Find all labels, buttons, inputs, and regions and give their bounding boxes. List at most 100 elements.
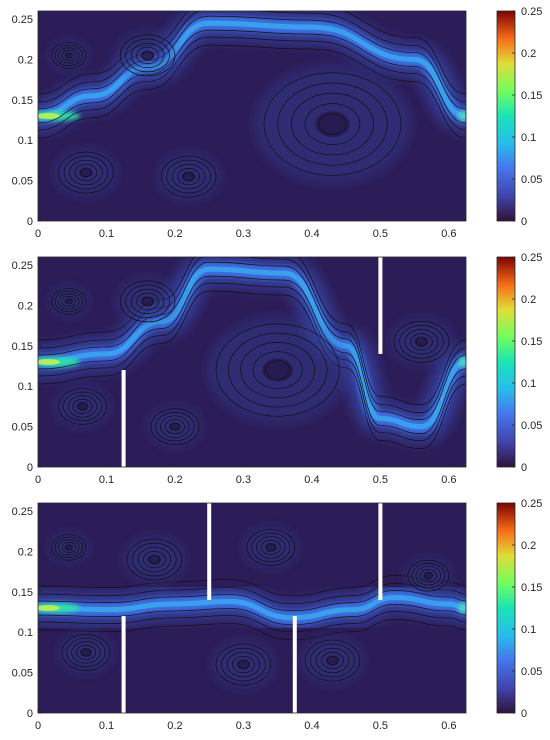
streamline — [136, 46, 159, 64]
baffle — [121, 616, 126, 713]
vortex — [243, 526, 299, 569]
y-tick-label: 0.25 — [12, 14, 33, 26]
streamline — [141, 296, 154, 306]
streamline — [65, 52, 73, 59]
y-tick-label: 0.25 — [12, 506, 33, 518]
streamline — [77, 402, 88, 411]
streamline — [410, 333, 433, 351]
streamline — [399, 325, 444, 359]
vortex — [49, 286, 89, 317]
streamline — [65, 544, 73, 551]
streamline — [54, 290, 83, 313]
x-tick-label: 0.5 — [373, 720, 388, 732]
x-tick-label: 0.1 — [99, 228, 114, 240]
colorbar-tick-label: 0.1 — [521, 624, 536, 636]
x-tick-label: 0.4 — [304, 474, 319, 486]
streamline — [160, 155, 217, 198]
y-tick-label: 0.05 — [12, 668, 33, 680]
streamline — [423, 572, 433, 580]
vortex-core — [76, 401, 89, 411]
vortex — [253, 65, 412, 184]
streamline — [150, 408, 200, 445]
streamline — [51, 42, 87, 69]
x-tick-label: 0.6 — [441, 228, 456, 240]
vortex-core — [64, 298, 74, 305]
x-tick-label: 0.2 — [167, 228, 182, 240]
streamline — [61, 295, 77, 307]
jet-core — [38, 20, 466, 119]
colorbar-tick-label: 0.1 — [521, 132, 536, 144]
vortex — [211, 640, 275, 689]
x-tick-label: 0.5 — [373, 474, 388, 486]
colorbar-gradient — [496, 502, 516, 714]
colorbar: 0 0.05 0.1 0.15 0.2 0.25 — [496, 6, 542, 228]
outlet-spot — [458, 110, 466, 122]
vortex-core — [315, 111, 350, 137]
vortex-core — [140, 50, 155, 61]
axes-box — [37, 10, 467, 222]
x-tick-label: 0.1 — [99, 474, 114, 486]
streamline — [411, 563, 446, 589]
panel-1: 0 0.1 0.2 0.3 0.4 0.5 0.600.050.10.150.20.2500… — [12, 6, 543, 240]
streamline — [58, 388, 107, 425]
vortex-core — [79, 167, 93, 178]
streamline — [252, 351, 303, 389]
jet-core — [38, 594, 466, 621]
streamline — [38, 261, 466, 420]
x-tick-label: 0.6 — [441, 720, 456, 732]
colorbar-tick-label: 0.25 — [521, 6, 542, 18]
colorbar-tick-label: 0.15 — [521, 90, 542, 102]
streamline — [155, 411, 195, 442]
streamline — [62, 391, 103, 422]
y-tick-label: 0 — [27, 216, 33, 228]
baffle — [121, 370, 126, 467]
vortex-core — [140, 296, 155, 307]
vortex — [58, 631, 114, 674]
vortex — [300, 636, 364, 685]
y-tick-label: 0 — [27, 708, 33, 720]
x-tick-label: 0 — [35, 474, 41, 486]
streamline — [393, 320, 450, 363]
vortex-core — [414, 336, 429, 347]
y-tick-label: 0.05 — [12, 422, 33, 434]
streamline — [80, 648, 92, 657]
streamline — [119, 34, 176, 77]
vortex — [206, 316, 349, 424]
streamline — [72, 398, 93, 414]
streamline — [182, 172, 195, 182]
panel-3: 0 0.1 0.2 0.3 0.4 0.5 0.600.050.10.150.20.2500… — [12, 498, 543, 732]
outlet-spot — [458, 602, 466, 614]
streamline — [251, 532, 291, 563]
colorbar-tick-label: 0.2 — [521, 540, 536, 552]
colorbar: 0 0.05 0.1 0.15 0.2 0.25 — [496, 252, 542, 474]
colorbar-tick-label: 0.1 — [521, 378, 536, 390]
streamline — [415, 566, 442, 586]
streamline — [215, 323, 340, 417]
streamline — [38, 275, 466, 434]
y-tick-label: 0.2 — [18, 54, 33, 66]
vortex-core — [64, 52, 74, 59]
streamline — [58, 293, 80, 310]
panel-2: 0 0.1 0.2 0.3 0.4 0.5 0.600.050.10.150.20.2500… — [12, 252, 543, 486]
baffle — [292, 616, 297, 713]
velocity-field — [38, 257, 466, 449]
axes-box — [37, 256, 467, 468]
streamline — [160, 415, 190, 438]
y-tick-label: 0.15 — [12, 95, 33, 107]
axes-box — [37, 502, 467, 714]
vortex — [157, 152, 221, 201]
streamline — [221, 647, 266, 682]
vortex — [404, 557, 452, 594]
streamline — [125, 38, 170, 73]
streamline — [125, 284, 170, 319]
colorbar: 0 0.05 0.1 0.15 0.2 0.25 — [496, 498, 542, 720]
streamline — [38, 290, 466, 449]
streamline — [38, 29, 466, 124]
vortex — [116, 31, 180, 80]
streamline — [66, 637, 106, 668]
streamline — [61, 541, 77, 553]
x-tick-label: 0.2 — [167, 720, 182, 732]
streamline — [246, 529, 296, 566]
streamline — [169, 422, 181, 431]
vortex — [389, 318, 453, 366]
